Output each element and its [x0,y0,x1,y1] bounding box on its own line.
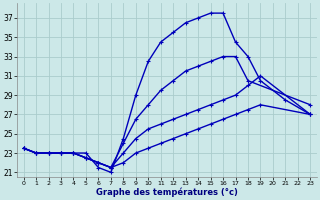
X-axis label: Graphe des températures (°c): Graphe des températures (°c) [96,187,238,197]
